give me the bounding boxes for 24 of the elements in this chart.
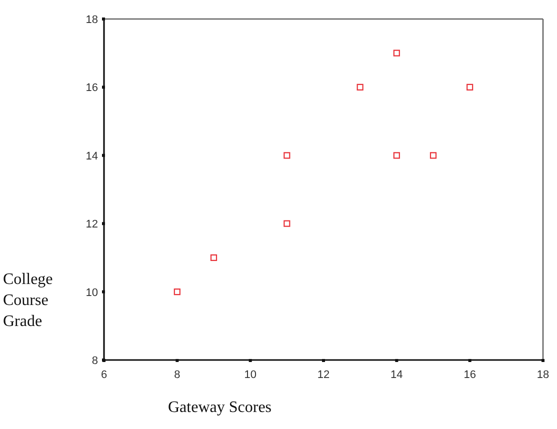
- x-tick-label: 10: [244, 369, 256, 381]
- point: [393, 50, 400, 56]
- x-tick-label: 12: [317, 369, 330, 381]
- y-tick-label: 14: [86, 150, 98, 162]
- point: [393, 152, 400, 159]
- y-axis-title: College Course Grade: [3, 271, 53, 330]
- x-tick-label: 8: [174, 369, 180, 381]
- point: [174, 288, 180, 296]
- y-tick-label: 8: [92, 355, 98, 367]
- x-axis-title: Gateway Scores: [168, 399, 272, 416]
- point: [430, 152, 437, 159]
- y-tick-label: 18: [86, 14, 98, 26]
- point: [356, 84, 364, 90]
- y-tick-label: 12: [86, 218, 98, 231]
- x-tick-label: 14: [390, 369, 403, 381]
- x-tick-label: 6: [100, 369, 108, 381]
- y-tick-label: 10: [86, 286, 98, 299]
- y-tick-label: 16: [86, 82, 98, 94]
- point: [284, 152, 290, 159]
- point: [466, 84, 474, 90]
- x-tick-label: 16: [464, 369, 476, 381]
- point: [284, 220, 290, 227]
- point: [210, 254, 218, 261]
- x-tick-label: 18: [536, 369, 550, 381]
